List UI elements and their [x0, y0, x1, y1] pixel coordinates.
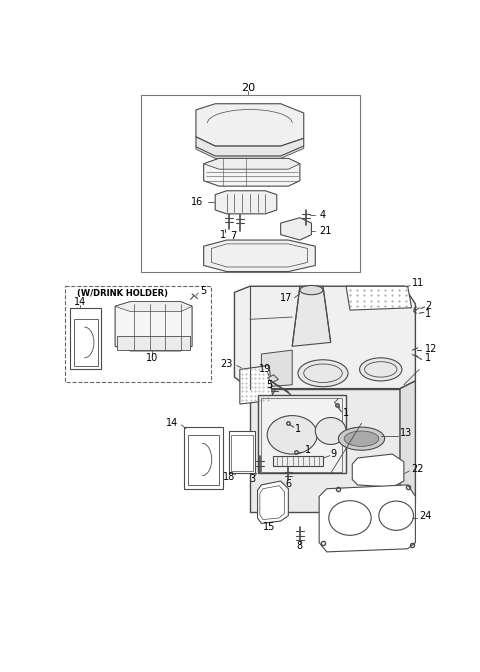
Text: 2: 2 — [425, 301, 432, 311]
Bar — [65, 286, 211, 382]
Polygon shape — [234, 286, 415, 388]
Ellipse shape — [315, 417, 346, 444]
Text: 24: 24 — [419, 511, 432, 521]
Text: 16: 16 — [192, 198, 204, 207]
Polygon shape — [352, 454, 404, 487]
Text: 8: 8 — [297, 542, 303, 552]
Text: 13: 13 — [400, 428, 412, 438]
Ellipse shape — [360, 358, 402, 381]
Text: 18: 18 — [223, 472, 235, 482]
Polygon shape — [196, 137, 304, 156]
Text: 1: 1 — [220, 230, 226, 240]
Text: 9: 9 — [331, 449, 337, 459]
Polygon shape — [229, 431, 255, 473]
Polygon shape — [273, 456, 323, 466]
Ellipse shape — [344, 431, 379, 446]
Text: 1: 1 — [304, 446, 311, 455]
Polygon shape — [319, 485, 415, 552]
Text: 17: 17 — [280, 293, 292, 303]
Ellipse shape — [298, 360, 348, 386]
Polygon shape — [115, 302, 192, 312]
Text: 15: 15 — [263, 522, 276, 532]
Text: 4: 4 — [319, 210, 325, 220]
Polygon shape — [281, 218, 312, 240]
Ellipse shape — [338, 427, 384, 450]
Polygon shape — [71, 308, 101, 370]
Text: 3: 3 — [249, 474, 255, 485]
Text: 14: 14 — [74, 298, 86, 307]
Ellipse shape — [300, 286, 323, 295]
Polygon shape — [267, 375, 278, 382]
Text: 7: 7 — [230, 231, 237, 241]
Polygon shape — [204, 159, 300, 169]
Text: 19: 19 — [259, 364, 271, 374]
Polygon shape — [258, 395, 346, 473]
Polygon shape — [204, 159, 300, 186]
Text: 1: 1 — [343, 409, 349, 418]
Polygon shape — [215, 191, 277, 214]
Polygon shape — [346, 286, 411, 310]
Polygon shape — [250, 388, 400, 512]
Polygon shape — [262, 350, 292, 387]
Text: 10: 10 — [146, 353, 158, 363]
Text: 20: 20 — [241, 83, 255, 93]
Text: 1: 1 — [295, 423, 301, 433]
Polygon shape — [292, 286, 331, 346]
Polygon shape — [196, 103, 304, 146]
Polygon shape — [115, 302, 192, 351]
Polygon shape — [196, 146, 304, 159]
Polygon shape — [258, 481, 288, 523]
Polygon shape — [400, 381, 415, 512]
Ellipse shape — [267, 415, 317, 454]
Text: 22: 22 — [411, 464, 424, 474]
Text: 1: 1 — [425, 353, 431, 363]
Text: 6: 6 — [285, 479, 291, 489]
Text: 11: 11 — [411, 278, 424, 288]
Text: 14: 14 — [166, 418, 178, 428]
Polygon shape — [118, 336, 190, 350]
Text: 1: 1 — [425, 309, 432, 319]
Text: 23: 23 — [220, 359, 232, 369]
Text: 12: 12 — [425, 343, 437, 353]
Text: 5: 5 — [266, 380, 272, 390]
Polygon shape — [240, 366, 273, 404]
Text: (W/DRINK HOLDER): (W/DRINK HOLDER) — [77, 290, 168, 298]
Text: 21: 21 — [319, 226, 332, 236]
Polygon shape — [204, 240, 315, 271]
Bar — [141, 95, 360, 271]
Text: 5: 5 — [200, 286, 206, 296]
Polygon shape — [184, 427, 223, 489]
